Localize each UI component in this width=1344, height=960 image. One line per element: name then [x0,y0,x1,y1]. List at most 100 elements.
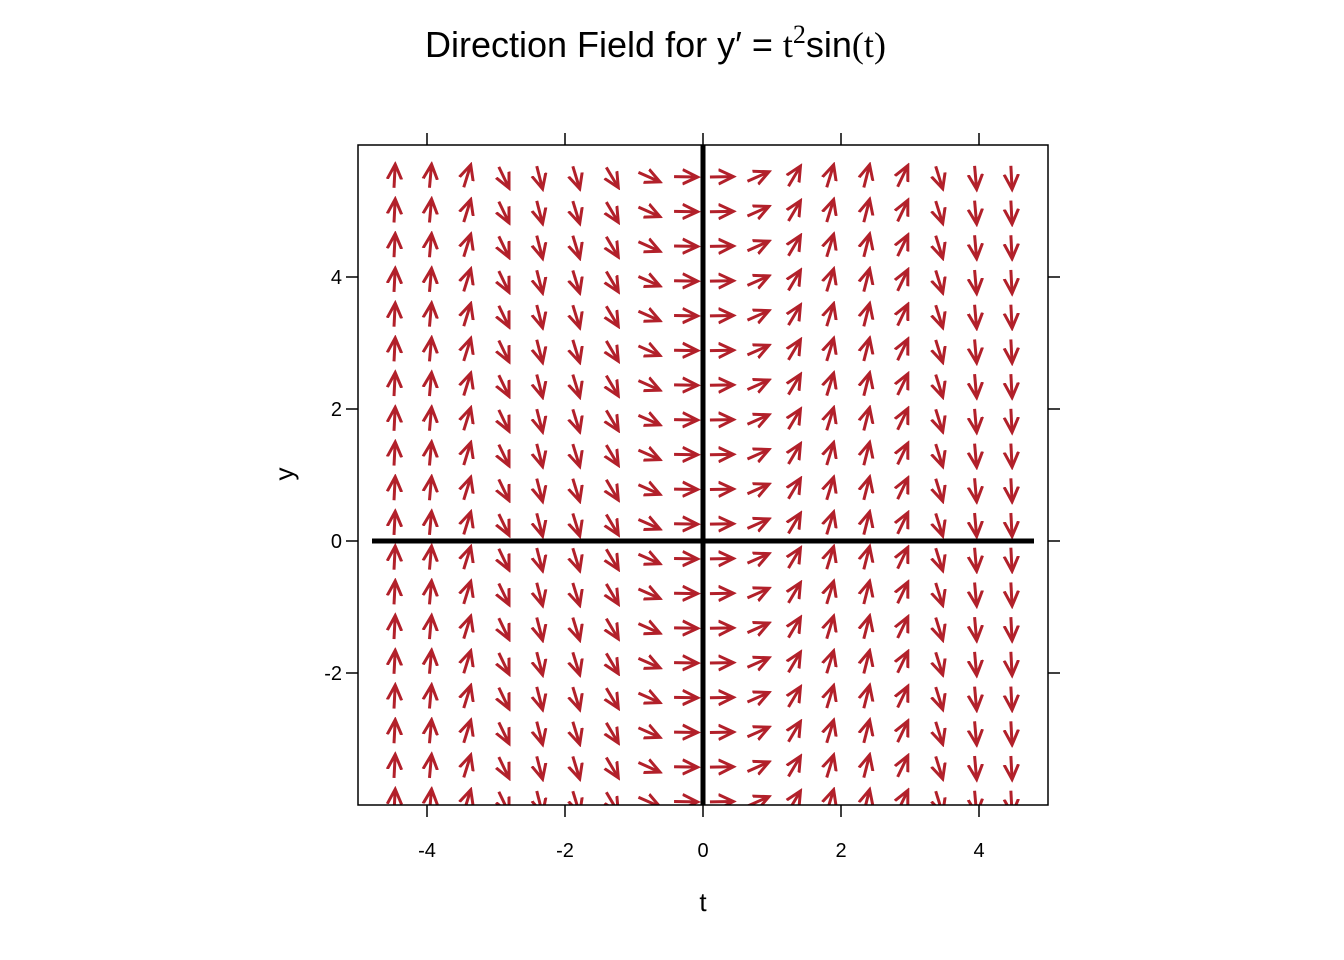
slope-arrow [898,167,908,188]
slope-arrow [898,271,908,292]
slope-arrow [499,686,509,708]
slope-arrow [827,166,833,188]
slope-arrow [1011,617,1012,639]
slope-arrow [537,547,542,569]
slope-arrow [898,236,908,257]
slope-arrow [537,617,542,638]
slope-arrow [394,166,395,188]
slope-arrow [637,763,658,772]
slope-arrow [606,722,617,742]
slope-arrow [1011,755,1012,778]
slope-arrow [827,409,833,431]
slope-arrow [864,756,869,779]
slope-arrow [1011,790,1012,805]
slope-arrow [936,270,943,291]
slope-arrow [864,166,869,188]
slope-arrow [537,582,542,604]
slope-arrow [637,415,658,424]
slope-arrow [394,548,395,570]
slope-arrow [429,513,431,536]
y-axis-label: y [269,468,299,481]
slope-arrow [637,450,658,459]
slope-arrow [864,409,869,431]
slope-arrow [394,270,395,293]
slope-arrow [537,790,542,805]
slope-arrow [788,619,799,639]
slope-arrow [573,408,579,430]
slope-arrow [499,582,509,603]
slope-arrow [429,721,431,744]
slope-arrow [898,445,908,466]
slope-arrow [464,409,471,431]
slope-arrow [394,582,395,605]
slope-arrow [827,687,833,709]
slope-arrow [898,340,908,361]
slope-arrow [746,277,767,286]
slope-arrow [788,410,799,431]
slope-arrow [537,755,542,777]
slope-arrow [394,374,395,397]
slope-arrow [827,236,833,258]
slope-arrow [788,515,799,535]
slope-arrow [788,688,799,708]
slope-arrow [499,409,509,430]
slope-arrow [788,445,799,465]
slope-arrow [637,658,658,667]
slope-arrow [394,652,395,674]
slope-arrow [429,166,431,188]
slope-arrow [936,617,943,639]
slope-arrow [573,790,579,805]
slope-arrow [898,549,908,570]
slope-arrow [746,485,767,494]
slope-arrow [537,651,542,673]
slope-arrow [1011,478,1012,500]
slope-arrow [827,340,833,362]
slope-arrow [788,549,799,569]
slope-arrow [827,305,833,327]
slope-arrow [788,792,799,805]
slope-arrow [864,652,869,674]
slope-arrow [573,165,579,187]
slope-arrow [637,624,658,633]
slope-arrow [788,167,799,188]
slope-arrow [573,339,579,361]
slope-arrow [936,478,943,500]
slope-arrow [936,200,943,222]
slope-arrow [637,554,658,563]
x-tick-label: 4 [973,840,984,862]
slope-arrow [499,478,509,499]
slope-arrow [827,513,833,535]
slope-arrow [499,235,509,256]
slope-arrow [394,305,395,327]
slope-arrow [936,721,943,743]
slope-arrow [864,374,869,397]
slope-arrow [637,693,658,702]
slope-arrow [429,444,431,466]
slope-arrow [975,408,977,431]
slope-arrow [573,478,579,500]
slope-arrow [936,756,943,777]
slope-arrow [864,236,869,258]
slope-arrow [429,756,431,779]
slope-arrow [827,479,833,501]
slope-arrow [936,443,943,465]
slope-arrow [975,686,977,709]
slope-arrow [746,554,767,563]
slope-arrow [864,479,869,501]
slope-arrow [464,340,471,362]
slope-arrow [429,582,431,605]
slope-arrow [537,686,542,708]
slope-arrow [394,444,395,466]
slope-arrow [827,444,833,466]
slope-arrow [936,304,943,326]
y-tick-label: -2 [324,663,342,685]
slope-arrow [464,791,471,805]
slope-arrow [864,722,869,744]
slope-arrow [746,728,767,737]
slope-arrow [827,791,833,805]
slope-arrow [637,520,658,529]
slope-arrow [606,270,617,290]
slope-arrow [429,478,431,501]
slope-arrow [429,409,431,431]
slope-arrow [429,374,431,397]
